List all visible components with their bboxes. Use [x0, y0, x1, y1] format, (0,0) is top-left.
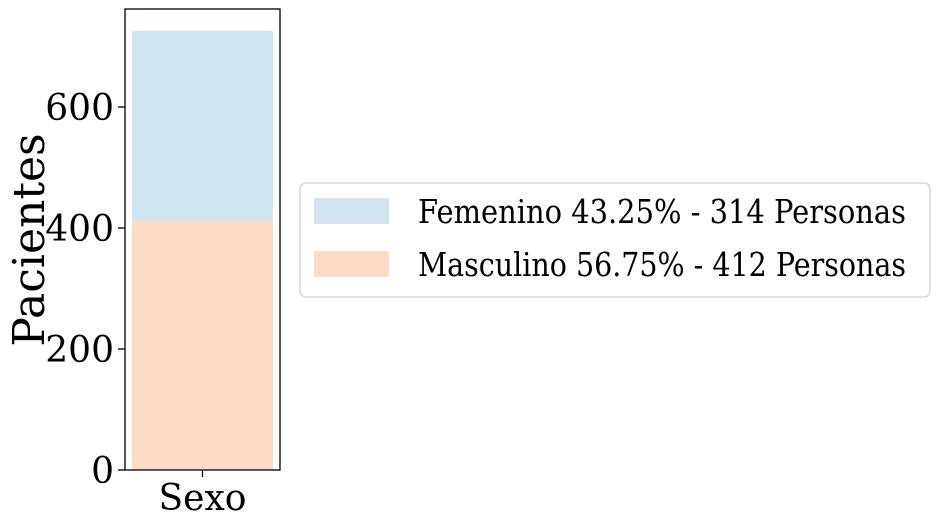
bars-group: [132, 30, 273, 470]
legend: Femenino 43.25% - 314 Personas Masculino …: [299, 182, 931, 298]
legend-swatch-series-1: [314, 198, 389, 224]
legend-box: [299, 182, 931, 298]
legend-label-series-0: Masculino 56.75% - 412 Personas: [418, 245, 906, 284]
y-tick-label: 400: [45, 209, 114, 250]
y-tick-label: 200: [45, 330, 114, 371]
y-axis-label: Pacientes: [4, 133, 55, 346]
y-tick-label: 0: [91, 451, 114, 492]
x-tick-label: Sexo: [159, 478, 247, 519]
x-ticks-group: Sexo: [159, 470, 247, 519]
y-ticks-group: 0 200 400 600: [45, 88, 125, 492]
legend-label-series-1: Femenino 43.25% - 314 Personas: [418, 192, 906, 231]
y-tick-label: 600: [45, 88, 114, 129]
bar-sexo-series-0: [132, 220, 273, 470]
legend-swatch-series-0: [314, 251, 389, 277]
bar-sexo-series-1: [132, 30, 273, 221]
